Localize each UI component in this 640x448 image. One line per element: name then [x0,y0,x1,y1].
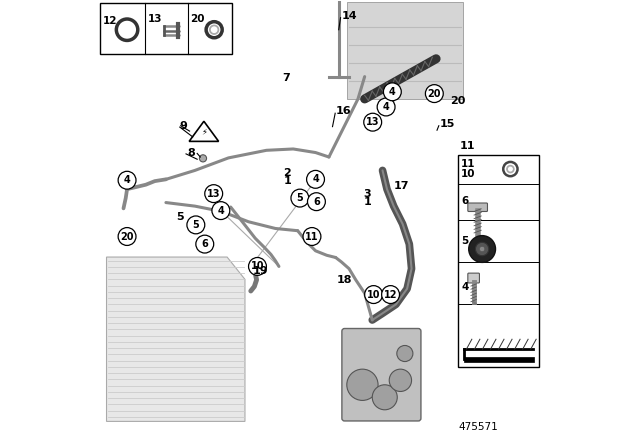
Text: 4: 4 [389,87,396,97]
Text: 6: 6 [202,239,208,249]
Circle shape [210,25,219,34]
Circle shape [116,19,138,40]
Circle shape [200,155,207,162]
Circle shape [307,170,324,188]
Text: 15: 15 [440,119,456,129]
Text: 19: 19 [253,266,269,276]
Polygon shape [347,2,463,99]
Text: 1: 1 [284,176,291,185]
FancyBboxPatch shape [458,155,539,367]
Text: 13: 13 [207,189,220,198]
Text: 11: 11 [305,232,319,241]
Circle shape [476,242,489,256]
Text: 17: 17 [394,181,409,191]
Circle shape [381,286,399,303]
Circle shape [187,216,205,234]
Text: 11: 11 [461,159,476,169]
Circle shape [383,83,401,101]
Circle shape [118,171,136,189]
Circle shape [307,193,325,211]
Text: 5: 5 [296,193,303,203]
Text: 4: 4 [218,206,224,215]
Text: 20: 20 [191,13,205,24]
Polygon shape [106,257,245,422]
Text: 2: 2 [284,168,291,178]
Circle shape [397,345,413,362]
Text: 5: 5 [461,236,468,246]
Text: 5: 5 [176,212,184,222]
Text: 5: 5 [193,220,199,230]
Circle shape [468,236,495,263]
Text: 13: 13 [366,117,380,127]
Polygon shape [189,121,219,142]
Circle shape [347,369,378,401]
Text: 18: 18 [337,275,353,285]
Text: 12: 12 [102,16,117,26]
Circle shape [196,235,214,253]
Text: 10: 10 [461,169,476,179]
Text: 4: 4 [312,174,319,184]
Text: 14: 14 [341,11,357,21]
Text: 6: 6 [461,196,468,206]
FancyBboxPatch shape [464,357,534,362]
Circle shape [372,385,397,410]
Text: 4: 4 [124,175,131,185]
Circle shape [365,286,383,303]
Text: 10: 10 [251,262,264,271]
Text: 7: 7 [282,73,290,82]
Text: 20: 20 [120,232,134,241]
Text: 11: 11 [460,141,475,151]
Circle shape [121,24,133,35]
Circle shape [389,369,412,392]
Circle shape [212,202,230,220]
Circle shape [303,228,321,246]
Text: 1: 1 [364,197,371,207]
Circle shape [479,246,484,252]
FancyBboxPatch shape [342,328,421,421]
Circle shape [507,165,514,172]
Text: 16: 16 [336,107,352,116]
Text: 20: 20 [451,96,466,106]
Circle shape [364,113,381,131]
Text: 4: 4 [383,102,390,112]
Text: ⚡: ⚡ [201,127,207,136]
FancyBboxPatch shape [468,203,488,211]
Text: 9: 9 [180,121,188,131]
Text: 475571: 475571 [458,422,498,432]
Text: 10: 10 [367,289,380,300]
Circle shape [377,98,395,116]
Circle shape [211,27,217,32]
Text: 12: 12 [384,289,397,300]
Circle shape [205,185,223,202]
Text: 20: 20 [428,89,441,99]
Circle shape [426,85,444,103]
Circle shape [206,22,222,38]
Circle shape [503,162,518,176]
FancyBboxPatch shape [100,3,232,54]
FancyBboxPatch shape [468,273,479,283]
Circle shape [291,189,309,207]
Text: 13: 13 [148,13,163,24]
Text: 4: 4 [461,282,468,293]
Text: 6: 6 [313,197,320,207]
Circle shape [118,228,136,246]
Text: 3: 3 [364,189,371,199]
Text: 8: 8 [188,147,196,158]
Circle shape [509,167,512,171]
Circle shape [248,258,266,276]
